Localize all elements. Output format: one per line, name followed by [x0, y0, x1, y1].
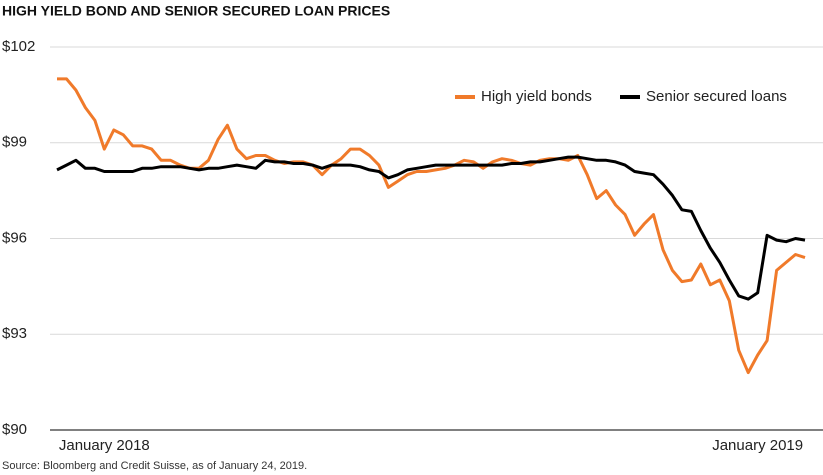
y-tick-label: $96 [2, 229, 27, 246]
legend-label: Senior secured loans [646, 88, 787, 105]
x-tick-label: January 2019 [712, 437, 803, 454]
y-tick-bg [0, 228, 44, 249]
y-tick-bg [0, 420, 44, 440]
source-note: Source: Bloomberg and Credit Suisse, as … [2, 460, 307, 472]
y-tick-label: $90 [2, 421, 27, 438]
y-tick-label: $93 [2, 325, 27, 342]
y-tick-label: $102 [2, 38, 35, 55]
chart-title: HIGH YIELD BOND AND SENIOR SECURED LOAN … [2, 3, 390, 19]
series-line [56, 155, 806, 301]
y-tick-bg [0, 132, 44, 153]
y-tick-bg [0, 37, 44, 57]
x-tick-label: January 2018 [59, 437, 150, 454]
legend-label: High yield bonds [481, 88, 592, 105]
y-tick-label: $99 [2, 134, 27, 151]
y-tick-bg [0, 324, 44, 345]
series-line [57, 77, 806, 375]
